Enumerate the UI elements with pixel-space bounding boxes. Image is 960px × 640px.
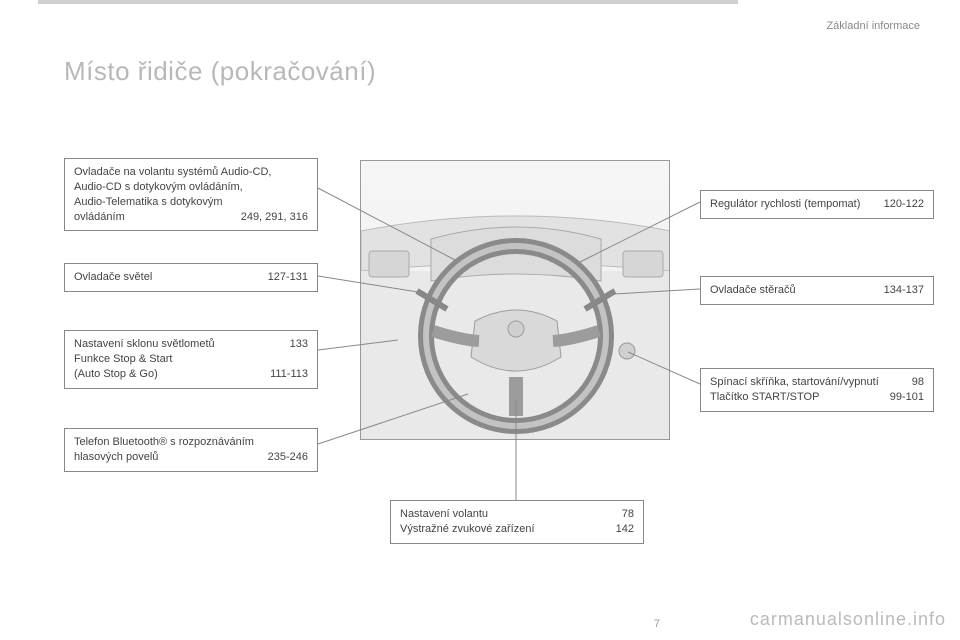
watermark: carmanualsonline.info [750,609,946,630]
leader-lines [0,0,960,640]
page-number: 7 [654,618,660,630]
